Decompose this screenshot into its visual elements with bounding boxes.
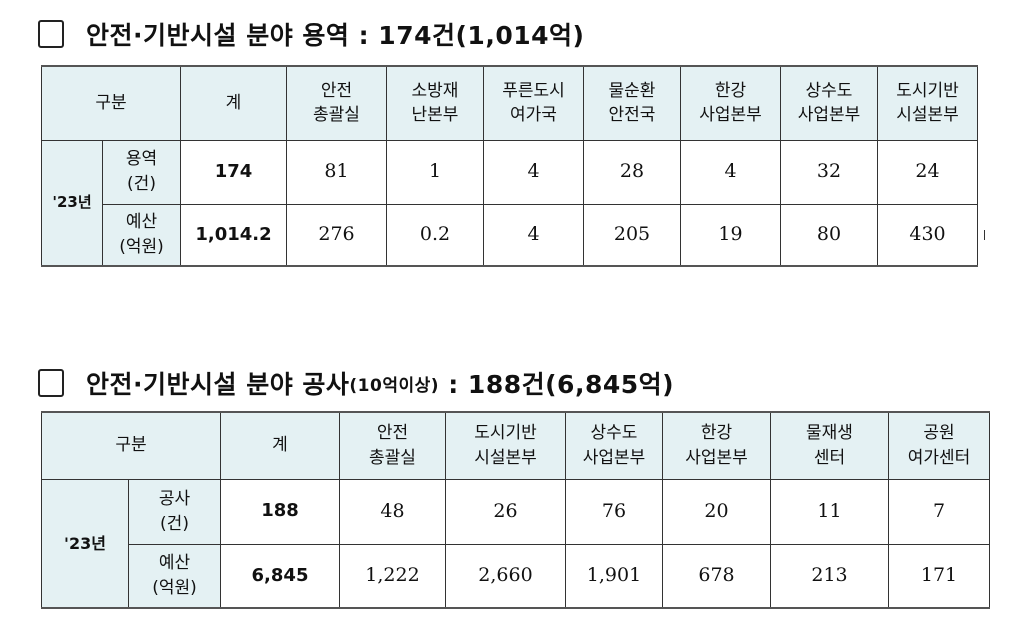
value-cell: 11	[770, 478, 889, 545]
value-cell: 80	[780, 203, 878, 267]
row-total: 188	[220, 478, 340, 545]
row-total: 6,845	[220, 543, 340, 609]
row-label: 용역 (건)	[102, 139, 181, 205]
header-department: 한강 사업본부	[680, 65, 781, 141]
value-cell: 4	[483, 139, 584, 205]
table-row: '23년 용역 (건) 174 81 1 4 28 4 32 24	[41, 139, 978, 267]
header-category: 구분	[41, 411, 221, 480]
row-total: 174	[180, 139, 287, 205]
header-category: 구분	[41, 65, 181, 141]
table-row: 예산 (억원) 1,014.2 276 0.2 4 205 19 80 430	[42, 203, 978, 267]
value-cell: 19	[680, 203, 781, 267]
value-cell: 1	[386, 139, 484, 205]
header-department: 소방재 난본부	[386, 65, 484, 141]
header-department: 상수도 사업본부	[780, 65, 878, 141]
header-department: 도시기반 시설본부	[877, 65, 978, 141]
value-cell: 1,901	[565, 543, 663, 609]
value-cell: 26	[445, 478, 566, 545]
value-cell: 0.2	[386, 203, 484, 267]
value-cell: 4	[483, 203, 584, 267]
value-cell: 24	[877, 139, 978, 205]
header-department: 공원 여가센터	[888, 411, 990, 480]
value-cell: 48	[339, 478, 446, 545]
header-department: 도시기반 시설본부	[445, 411, 566, 480]
service-table: 구분 계 안전 총괄실 소방재 난본부 푸른도시 여가국 물순환 안전국 한강 사업본부…	[41, 65, 978, 267]
value-cell: 205	[583, 203, 681, 267]
header-total: 계	[180, 65, 287, 141]
section2-title-tail: : 188건(6,845억)	[439, 370, 675, 399]
value-cell: 276	[286, 203, 387, 267]
header-department: 물순환 안전국	[583, 65, 681, 141]
checkbox-square-icon	[38, 369, 64, 397]
cursor-mark	[984, 230, 985, 240]
header-department: 물재생 센터	[770, 411, 889, 480]
value-cell: 678	[662, 543, 771, 609]
year-label: '23년	[41, 139, 103, 267]
section2-title-note: (10억이상)	[349, 375, 440, 396]
row-label: 예산 (억원)	[102, 203, 181, 267]
header-department: 푸른도시 여가국	[483, 65, 584, 141]
value-cell: 20	[662, 478, 771, 545]
value-cell: 81	[286, 139, 387, 205]
section1-title: 안전·기반시설 분야 용역 : 174건(1,014억)	[38, 16, 584, 52]
section1-title-text: 안전·기반시설 분야 용역 : 174건(1,014억)	[86, 21, 585, 50]
year-label: '23년	[41, 478, 129, 609]
value-cell: 213	[770, 543, 889, 609]
value-cell: 7	[888, 478, 990, 545]
header-row: 구분 계 안전 총괄실 도시기반 시설본부 상수도 사업본부 한강 사업본부 물재생 센…	[41, 411, 990, 480]
header-row: 구분 계 안전 총괄실 소방재 난본부 푸른도시 여가국 물순환 안전국 한강 사업본부…	[41, 65, 978, 141]
header-department: 안전 총괄실	[339, 411, 446, 480]
value-cell: 76	[565, 478, 663, 545]
value-cell: 430	[877, 203, 978, 267]
row-label: 예산 (억원)	[128, 543, 221, 609]
value-cell: 32	[780, 139, 878, 205]
section2-title: 안전·기반시설 분야 공사 (10억이상) : 188건(6,845억)	[38, 365, 674, 401]
value-cell: 2,660	[445, 543, 566, 609]
row-label: 공사 (건)	[128, 478, 221, 545]
section2-title-text: 안전·기반시설 분야 공사	[86, 370, 350, 399]
value-cell: 28	[583, 139, 681, 205]
row-total: 1,014.2	[180, 203, 287, 267]
table-row: 예산 (억원) 6,845 1,222 2,660 1,901 678 213 171	[42, 543, 990, 609]
value-cell: 171	[888, 543, 990, 609]
header-department: 상수도 사업본부	[565, 411, 663, 480]
header-total: 계	[220, 411, 340, 480]
value-cell: 4	[680, 139, 781, 205]
checkbox-square-icon	[38, 20, 64, 48]
table-row: '23년 공사 (건) 188 48 26 76 20 11 7	[41, 478, 990, 609]
value-cell: 1,222	[339, 543, 446, 609]
header-department: 한강 사업본부	[662, 411, 771, 480]
construction-table: 구분 계 안전 총괄실 도시기반 시설본부 상수도 사업본부 한강 사업본부 물재생 센…	[41, 411, 990, 609]
header-department: 안전 총괄실	[286, 65, 387, 141]
